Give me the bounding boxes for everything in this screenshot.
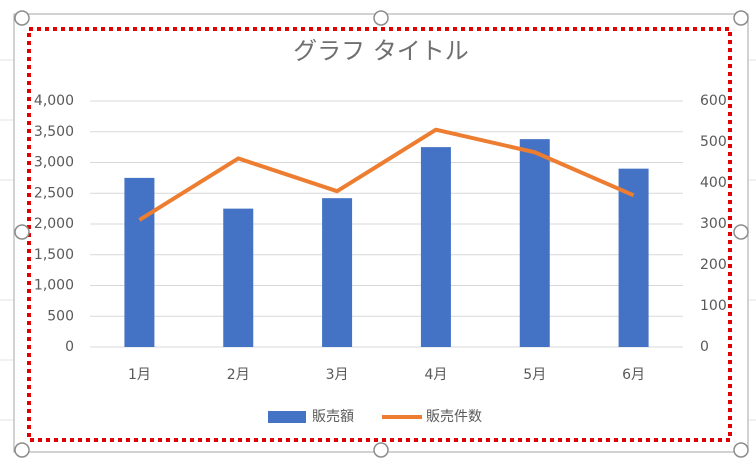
resize-handle[interactable] <box>373 10 389 26</box>
y-tick-label: 1,500 <box>34 247 74 263</box>
legend-label: 販売件数 <box>426 409 482 425</box>
x-tick-label: 3月 <box>326 367 349 383</box>
x-tick-label: 2月 <box>227 367 250 383</box>
y-tick-label: 3,000 <box>34 155 74 171</box>
x-tick-label: 6月 <box>622 367 645 383</box>
bar <box>124 177 155 347</box>
y2-tick-label: 400 <box>700 175 727 191</box>
y2-tick-label: 500 <box>700 134 727 150</box>
y2-tick-label: 600 <box>700 93 727 109</box>
y-tick-label: 4,000 <box>34 93 74 109</box>
resize-handle[interactable] <box>14 10 30 26</box>
resize-handle[interactable] <box>14 224 30 240</box>
resize-handle[interactable] <box>14 442 30 458</box>
legend-label: 販売額 <box>312 409 354 425</box>
y2-tick-label: 300 <box>700 216 727 232</box>
y2-tick-label: 100 <box>700 298 727 314</box>
bar <box>618 168 649 347</box>
resize-handle[interactable] <box>373 442 389 458</box>
bar <box>223 208 254 347</box>
y-tick-label: 2,500 <box>34 185 74 201</box>
y-tick-label: 0 <box>65 339 74 355</box>
handles <box>14 10 749 458</box>
line <box>138 127 635 222</box>
legend-swatch <box>268 411 306 423</box>
x-tick-label: 1月 <box>128 367 151 383</box>
chart-title: グラフ タイトル <box>293 37 469 65</box>
bar <box>322 198 353 347</box>
y-tick-label: 2,000 <box>34 216 74 232</box>
x-tick-label: 5月 <box>523 367 546 383</box>
resize-handle[interactable] <box>733 10 749 26</box>
resize-handle[interactable] <box>733 224 749 240</box>
y-tick-label: 1,000 <box>34 278 74 294</box>
y-tick-label: 3,500 <box>34 124 74 140</box>
resize-handle[interactable] <box>733 442 749 458</box>
bar <box>519 139 550 347</box>
y2-tick-label: 200 <box>700 257 727 273</box>
y-tick-label: 500 <box>47 308 74 324</box>
bar <box>420 147 451 347</box>
sheet-grid <box>0 59 756 421</box>
y2-tick-label: 0 <box>700 339 709 355</box>
x-tick-label: 4月 <box>424 367 447 383</box>
plot: 0 500 1,000 1,500 2,000 2,500 3,000 3,500 4,000 0… <box>34 93 727 425</box>
